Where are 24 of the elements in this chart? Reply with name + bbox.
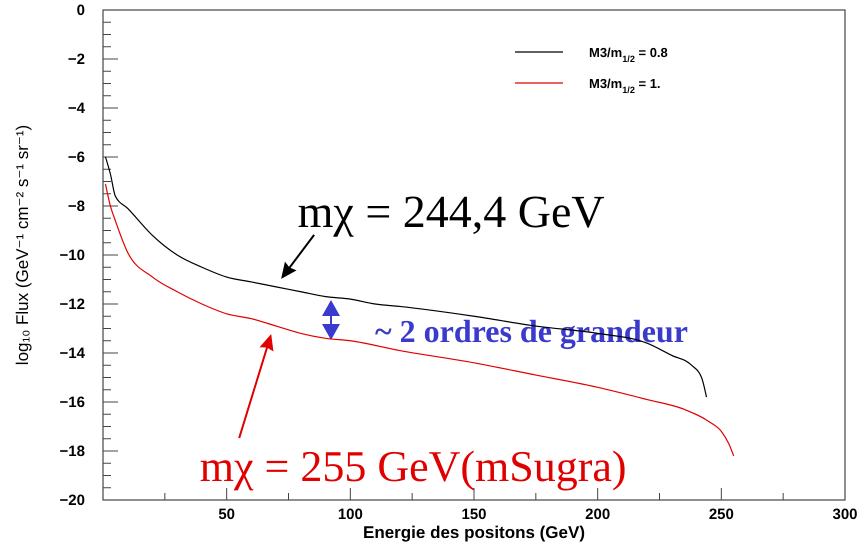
y-tick-label: −2	[68, 51, 85, 68]
y-tick-label: −14	[60, 345, 86, 362]
y-tick-label: −18	[60, 443, 85, 460]
x-axis-title: Energie des positons (GeV)	[363, 523, 585, 542]
y-tick-label: −16	[60, 394, 85, 411]
x-tick-label: 50	[218, 506, 236, 523]
y-tick-label: −10	[60, 247, 85, 264]
x-tick-label: 200	[585, 506, 610, 523]
y-tick-label: −12	[60, 296, 85, 313]
y-tick-label: −8	[68, 198, 85, 215]
annotation: mχ = 244,4 GeV	[298, 186, 605, 237]
x-tick-label: 300	[832, 506, 858, 523]
x-tick-label: 150	[461, 506, 487, 523]
legend-label: M3/m$_{1/2}$ = 1.	[589, 76, 661, 95]
y-axis-title: log₁₀ Flux (GeV⁻¹ cm⁻² s⁻¹ sr⁻¹)	[13, 124, 32, 366]
y-tick-label: −20	[60, 492, 85, 509]
legend-label: M3/m$_{1/2}$ = 0.8	[589, 45, 668, 64]
annotation: mχ = 255 GeV(mSugra)	[200, 442, 627, 492]
x-tick-label: 250	[708, 506, 734, 523]
y-tick-label: 0	[76, 2, 85, 19]
y-tick-label: −6	[68, 149, 85, 166]
x-tick-label: 100	[338, 506, 363, 523]
y-tick-label: −4	[68, 100, 86, 117]
line-series	[104, 156, 708, 398]
